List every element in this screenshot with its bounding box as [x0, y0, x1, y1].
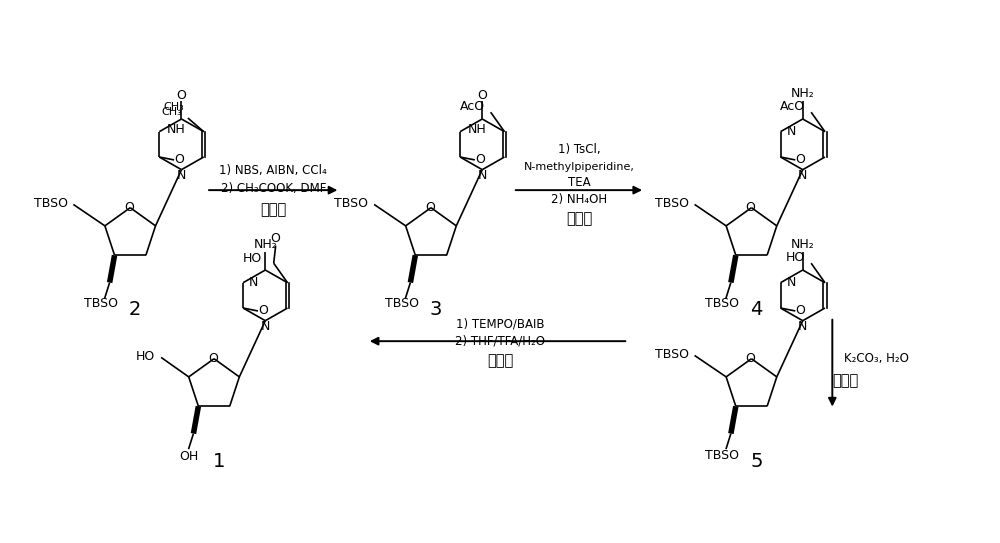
Text: 2) CH₃COOK, DMF: 2) CH₃COOK, DMF	[221, 182, 326, 195]
Text: AcO: AcO	[780, 100, 805, 113]
Text: N: N	[249, 276, 258, 289]
Text: O: O	[746, 201, 755, 214]
Text: NH₂: NH₂	[791, 238, 815, 251]
Text: O: O	[177, 89, 186, 102]
Text: N: N	[177, 169, 186, 182]
Text: TBSO: TBSO	[334, 197, 368, 210]
Text: N-methylpiperidine,: N-methylpiperidine,	[523, 162, 634, 172]
Text: TEA: TEA	[568, 176, 590, 189]
Text: 1) TEMPO/BAIB: 1) TEMPO/BAIB	[456, 317, 544, 330]
Text: N: N	[798, 320, 807, 333]
Text: 4: 4	[750, 300, 763, 319]
Text: O: O	[746, 352, 755, 365]
Text: 步骤一: 步骤一	[260, 202, 286, 217]
Text: O: O	[174, 154, 184, 166]
Text: TBSO: TBSO	[34, 197, 68, 210]
Text: TBSO: TBSO	[705, 449, 739, 462]
Text: HO: HO	[136, 350, 155, 363]
Text: 5: 5	[750, 452, 763, 471]
Text: NH: NH	[167, 123, 186, 136]
Text: 步骤三: 步骤三	[832, 373, 859, 388]
Text: K₂CO₃, H₂O: K₂CO₃, H₂O	[844, 352, 909, 365]
Text: N: N	[786, 125, 796, 138]
Text: O: O	[258, 305, 268, 318]
Text: AcO: AcO	[460, 100, 485, 113]
Text: CH₃: CH₃	[163, 102, 184, 112]
Text: TBSO: TBSO	[655, 197, 689, 210]
Text: OH: OH	[179, 451, 198, 464]
Text: O: O	[425, 201, 435, 214]
Text: 1: 1	[213, 452, 225, 471]
Text: O: O	[475, 154, 485, 166]
Text: NH₂: NH₂	[791, 87, 815, 100]
Text: O: O	[477, 89, 487, 102]
Text: HO: HO	[786, 251, 805, 264]
Text: O: O	[795, 305, 805, 318]
Text: TBSO: TBSO	[84, 298, 118, 311]
Text: 2) THF/TFA/H₂O: 2) THF/TFA/H₂O	[455, 334, 545, 348]
Text: 3: 3	[430, 300, 442, 319]
Text: O: O	[795, 154, 805, 166]
Text: N: N	[786, 276, 796, 289]
Text: TBSO: TBSO	[705, 298, 739, 311]
Text: 1) TsCl,: 1) TsCl,	[558, 143, 600, 156]
Text: NH₂: NH₂	[253, 238, 277, 251]
Text: TBSO: TBSO	[385, 298, 419, 311]
Text: N: N	[798, 169, 807, 182]
Text: O: O	[271, 232, 281, 245]
Text: 1) NBS, AIBN, CCl₄: 1) NBS, AIBN, CCl₄	[219, 164, 327, 177]
Text: O: O	[208, 352, 218, 365]
Text: NH: NH	[468, 123, 487, 136]
Text: 步骤二: 步骤二	[566, 211, 592, 226]
Text: TBSO: TBSO	[655, 348, 689, 361]
Text: 2) NH₄OH: 2) NH₄OH	[551, 193, 607, 206]
Text: O: O	[124, 201, 134, 214]
Text: 步骤四: 步骤四	[487, 353, 513, 368]
Text: N: N	[261, 320, 270, 333]
Text: CH₃: CH₃	[161, 107, 182, 117]
Text: 2: 2	[129, 300, 141, 319]
Text: N: N	[478, 169, 487, 182]
Text: HO: HO	[243, 252, 262, 265]
